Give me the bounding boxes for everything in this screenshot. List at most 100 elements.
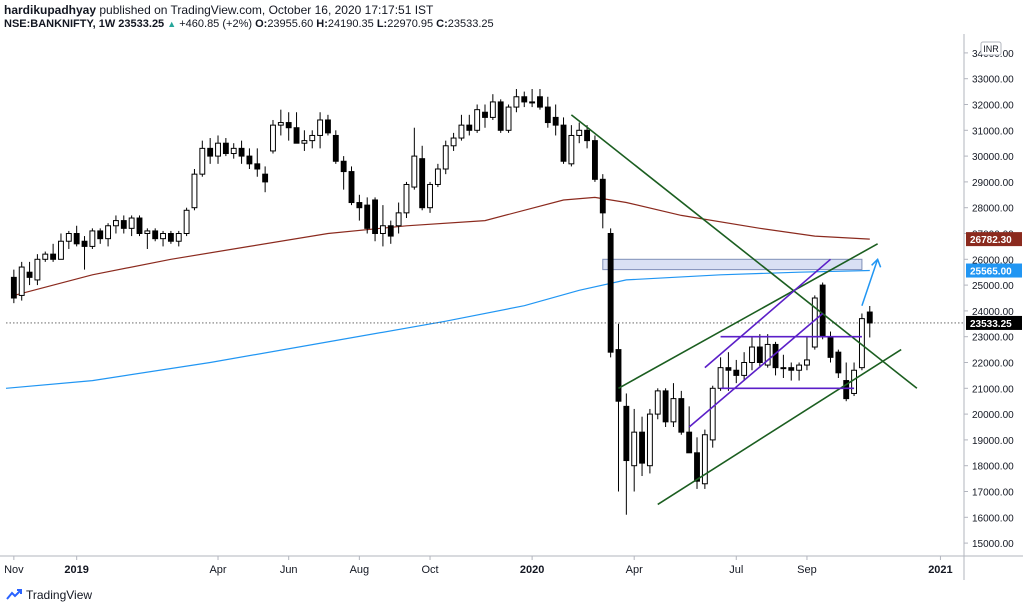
candle-body: [42, 253, 49, 260]
candle-body: [560, 124, 567, 162]
candle-body: [474, 109, 481, 131]
candle-body: [670, 398, 677, 423]
candle-body: [780, 367, 787, 370]
candle-body: [717, 367, 724, 389]
x-tick-label: Sep: [797, 564, 817, 576]
candle-body: [505, 106, 512, 131]
candle: [442, 140, 449, 175]
target-arrow-line: [861, 259, 879, 306]
candle-body: [835, 351, 842, 374]
grid: [0, 34, 1023, 584]
candle: [584, 125, 591, 149]
candle: [81, 236, 88, 270]
candle-body: [136, 217, 143, 235]
candle-body: [796, 364, 803, 371]
candle-body: [458, 124, 465, 139]
candle: [58, 233, 64, 260]
candle: [128, 215, 135, 237]
ma-blue-price-label: 25565.00: [966, 263, 1022, 278]
candle: [152, 228, 159, 242]
y-tick-label: 17000.00: [972, 488, 1014, 499]
candle: [411, 127, 418, 190]
symbol-label[interactable]: NSE:BANKNIFTY, 1W: [4, 18, 116, 30]
candle: [230, 143, 237, 159]
candle-body: [678, 398, 685, 433]
y-tick-label: 15000.00: [972, 539, 1014, 550]
candle-body: [285, 122, 292, 129]
brand-name: TradingView: [26, 588, 93, 602]
candle: [270, 119, 276, 154]
candle-body: [584, 129, 591, 142]
candle-body: [317, 119, 324, 136]
candle-body: [599, 178, 606, 214]
trend-drawings[interactable]: [570, 114, 918, 506]
candle: [403, 181, 410, 219]
ma-red-price-label-text: 26782.30: [970, 235, 1012, 246]
candle-body: [387, 225, 394, 237]
candle-body: [97, 230, 104, 240]
candle: [701, 429, 708, 489]
x-tick-label: Jul: [729, 564, 743, 576]
candle: [678, 390, 685, 435]
candle-body: [301, 140, 308, 144]
close-value: 23533.25: [447, 18, 494, 30]
candle-body: [128, 217, 135, 229]
y-tick-label: 33000.00: [972, 75, 1014, 86]
last-price-label-text: 23533.25: [970, 319, 1012, 330]
candle-body: [592, 140, 598, 180]
x-tick-label: 2021: [928, 564, 952, 576]
candle-body: [277, 122, 284, 126]
candle: [709, 385, 716, 448]
candle-body: [411, 155, 418, 188]
tradingview-logo[interactable]: TradingView: [6, 588, 92, 602]
candle: [804, 336, 810, 371]
candle: [458, 114, 465, 141]
candle: [238, 140, 245, 164]
ohlc-line: NSE:BANKNIFTY, 1W 23533.25 ▲ +460.85 (+2…: [4, 18, 494, 30]
candle: [18, 261, 25, 301]
candle-body: [804, 359, 810, 366]
candle-body: [843, 380, 850, 400]
candle: [497, 99, 504, 133]
candle-body: [434, 168, 441, 185]
last-value: 23533.25: [118, 18, 165, 30]
candle-body: [73, 233, 80, 245]
candle-body: [537, 96, 543, 108]
candle: [167, 230, 174, 244]
candle-body: [819, 284, 826, 338]
candle-body: [215, 142, 221, 157]
y-tick-label: 19000.00: [972, 436, 1014, 447]
author-name[interactable]: hardikupadhyay: [4, 3, 97, 17]
candle: [65, 230, 72, 249]
low-value: 22970.95: [387, 18, 434, 30]
x-tick-label: 2019: [64, 564, 88, 576]
candle: [819, 282, 826, 340]
candle: [756, 334, 763, 368]
candle-body: [270, 124, 276, 152]
candle-body: [489, 101, 496, 118]
x-tick-label: Apr: [626, 564, 643, 576]
candle-body: [144, 230, 151, 234]
candle: [489, 94, 496, 120]
candle-body: [262, 173, 269, 183]
candle-body: [764, 343, 771, 366]
candle-body: [733, 369, 740, 376]
candle: [340, 156, 347, 190]
candle-body: [113, 220, 119, 227]
x-tick-label: Jun: [280, 564, 298, 576]
candle-body: [513, 96, 520, 108]
candle-body: [332, 134, 339, 162]
resistance-zone[interactable]: [602, 258, 863, 271]
purple-channel-line: [688, 312, 824, 428]
candle-body: [230, 147, 237, 155]
candle: [207, 138, 214, 164]
high-value: 24190.35: [327, 18, 374, 30]
candle: [309, 130, 316, 149]
ma-blue-price-label-box: [966, 263, 1022, 278]
candle: [788, 362, 795, 381]
candle: [866, 305, 873, 338]
low-label: L:: [376, 18, 388, 30]
candle-body: [160, 233, 166, 240]
candle: [26, 261, 33, 286]
